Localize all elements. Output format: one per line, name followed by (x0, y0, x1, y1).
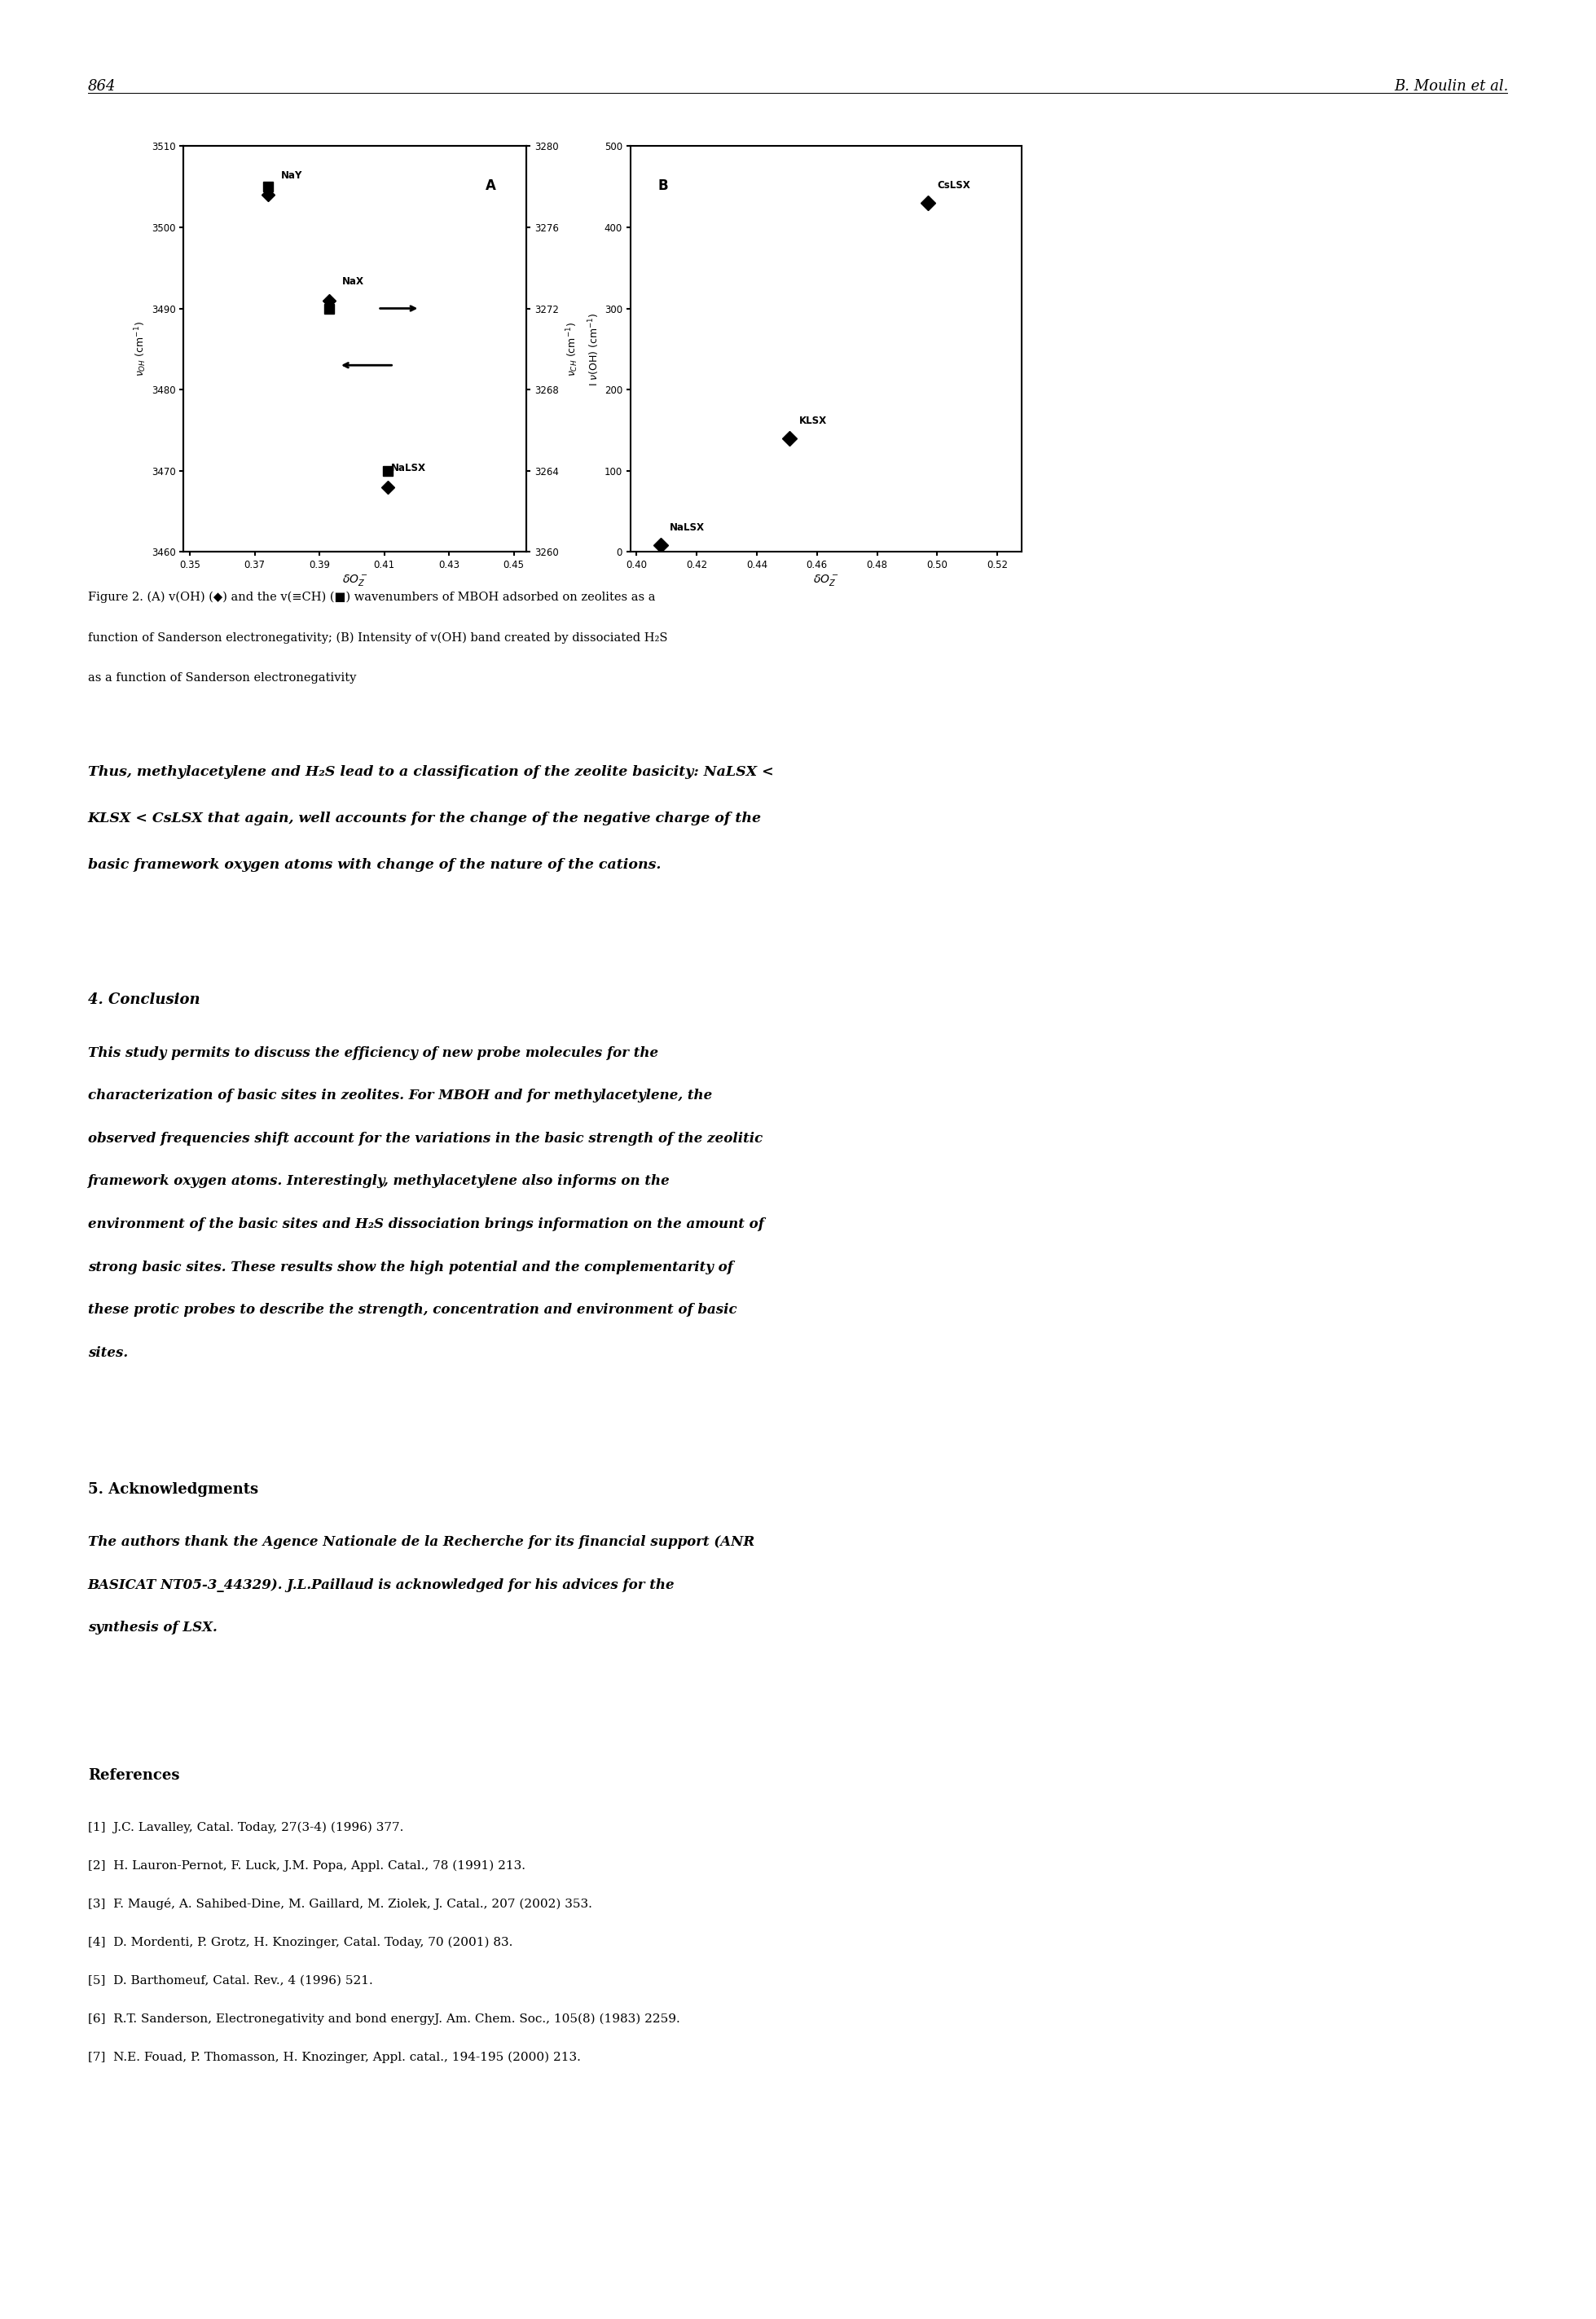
Text: 4. Conclusion: 4. Conclusion (88, 993, 200, 1006)
Text: Figure 2. (A) v(OH) (◆) and the v(≡CH) (■) wavenumbers of MBOH adsorbed on zeoli: Figure 2. (A) v(OH) (◆) and the v(≡CH) (… (88, 591, 656, 603)
Text: [5]  D. Barthomeuf, Catal. Rev., 4 (1996) 521.: [5] D. Barthomeuf, Catal. Rev., 4 (1996)… (88, 1976, 373, 1985)
Text: The authors thank the Agence Nationale de la Recherche for its financial support: The authors thank the Agence Nationale d… (88, 1535, 755, 1549)
X-axis label: $\delta O_Z^-$: $\delta O_Z^-$ (812, 573, 839, 587)
X-axis label: $\delta O_Z^-$: $\delta O_Z^-$ (342, 573, 369, 587)
Text: [2]  H. Lauron-Pernot, F. Luck, J.M. Popa, Appl. Catal., 78 (1991) 213.: [2] H. Lauron-Pernot, F. Luck, J.M. Popa… (88, 1860, 525, 1871)
Text: 5. Acknowledgments: 5. Acknowledgments (88, 1482, 259, 1496)
Text: function of Sanderson electronegativity; (B) Intensity of v(OH) band created by : function of Sanderson electronegativity;… (88, 631, 667, 645)
Text: BASICAT NT05-3_44329). J.L.Paillaud is acknowledged for his advices for the: BASICAT NT05-3_44329). J.L.Paillaud is a… (88, 1579, 675, 1591)
Text: KLSX < CsLSX that again, well accounts for the change of the negative charge of : KLSX < CsLSX that again, well accounts f… (88, 812, 761, 826)
Text: characterization of basic sites in zeolites. For MBOH and for methylacetylene, t: characterization of basic sites in zeoli… (88, 1090, 712, 1102)
Text: strong basic sites. These results show the high potential and the complementarit: strong basic sites. These results show t… (88, 1262, 733, 1273)
Text: these protic probes to describe the strength, concentration and environment of b: these protic probes to describe the stre… (88, 1303, 737, 1317)
Text: B: B (658, 179, 669, 192)
Y-axis label: $\nu_{OH}\ \rm{(cm^{-1})}$: $\nu_{OH}\ \rm{(cm^{-1})}$ (132, 322, 148, 376)
Text: NaLSX: NaLSX (391, 461, 426, 473)
Text: environment of the basic sites and H₂S dissociation brings information on the am: environment of the basic sites and H₂S d… (88, 1217, 764, 1231)
Text: A: A (485, 179, 496, 192)
Text: B. Moulin et al.: B. Moulin et al. (1393, 79, 1508, 93)
Text: observed frequencies shift account for the variations in the basic strength of t: observed frequencies shift account for t… (88, 1132, 763, 1146)
Text: KLSX: KLSX (800, 415, 827, 427)
Text: CsLSX: CsLSX (937, 181, 970, 190)
Text: [7]  N.E. Fouad, P. Thomasson, H. Knozinger, Appl. catal., 194-195 (2000) 213.: [7] N.E. Fouad, P. Thomasson, H. Knozing… (88, 2052, 581, 2064)
Text: basic framework oxygen atoms with change of the nature of the cations.: basic framework oxygen atoms with change… (88, 858, 661, 872)
Text: [1]  J.C. Lavalley, Catal. Today, 27(3-4) (1996) 377.: [1] J.C. Lavalley, Catal. Today, 27(3-4)… (88, 1823, 404, 1834)
Text: as a function of Sanderson electronegativity: as a function of Sanderson electronegati… (88, 673, 356, 684)
Text: [3]  F. Maugé, A. Sahibed-Dine, M. Gaillard, M. Ziolek, J. Catal., 207 (2002) 35: [3] F. Maugé, A. Sahibed-Dine, M. Gailla… (88, 1899, 592, 1911)
Text: [6]  R.T. Sanderson, Electronegativity and bond energyJ. Am. Chem. Soc., 105(8) : [6] R.T. Sanderson, Electronegativity an… (88, 2013, 680, 2024)
Text: NaLSX: NaLSX (670, 522, 704, 533)
Y-axis label: I $\nu$(OH) (cm$^{-1}$): I $\nu$(OH) (cm$^{-1}$) (587, 313, 602, 385)
Text: [4]  D. Mordenti, P. Grotz, H. Knozinger, Catal. Today, 70 (2001) 83.: [4] D. Mordenti, P. Grotz, H. Knozinger,… (88, 1936, 512, 1948)
Text: sites.: sites. (88, 1347, 128, 1359)
Text: Thus, methylacetylene and H₂S lead to a classification of the zeolite basicity: : Thus, methylacetylene and H₂S lead to a … (88, 765, 774, 779)
Text: NaX: NaX (342, 276, 364, 288)
Text: This study permits to discuss the efficiency of new probe molecules for the: This study permits to discuss the effici… (88, 1046, 658, 1060)
Y-axis label: $\nu_{CH}\ \rm{(cm^{-1})}$: $\nu_{CH}\ \rm{(cm^{-1})}$ (565, 322, 579, 376)
Text: framework oxygen atoms. Interestingly, methylacetylene also informs on the: framework oxygen atoms. Interestingly, m… (88, 1176, 670, 1187)
Text: NaY: NaY (281, 169, 302, 181)
Text: 864: 864 (88, 79, 117, 93)
Text: synthesis of LSX.: synthesis of LSX. (88, 1621, 217, 1635)
Text: References: References (88, 1769, 179, 1783)
